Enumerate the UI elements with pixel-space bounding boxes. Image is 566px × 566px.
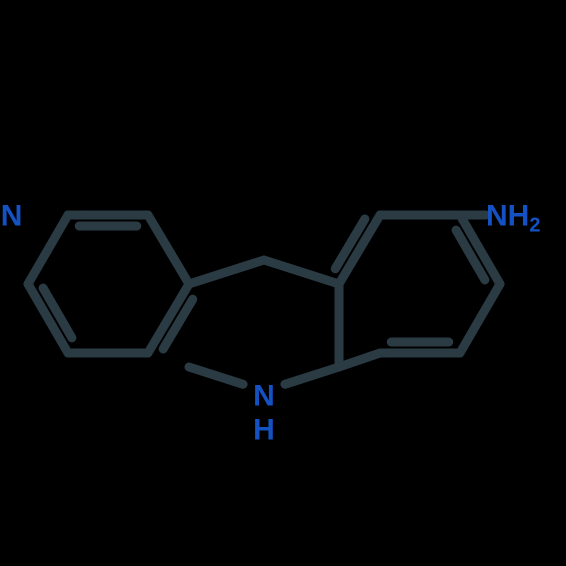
atom-label: H2N (0, 200, 22, 237)
molecule-diagram: H2N NH2 NH (0, 0, 566, 566)
atom-label: N (253, 380, 275, 413)
atom-label: NH2 (486, 200, 540, 237)
atom-label: H (253, 414, 275, 447)
